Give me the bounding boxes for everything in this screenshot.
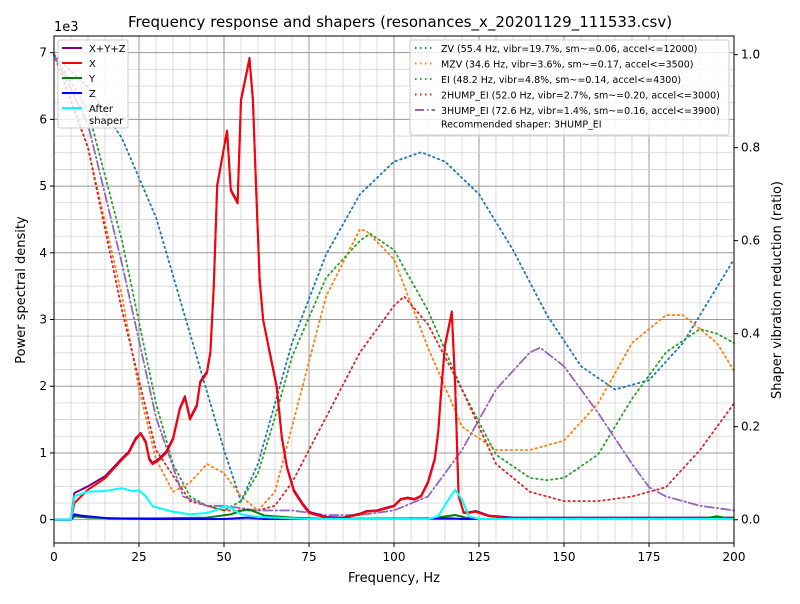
x-tick-label: 200	[723, 550, 746, 564]
y2-tick-label: 0.8	[741, 141, 760, 155]
y-tick-label: 2	[39, 379, 47, 393]
y2-tick-label: 0.0	[741, 513, 760, 527]
legend-label: 3HUMP_EI (72.6 Hz, vibr=1.4%, sm~=0.16, …	[441, 106, 720, 117]
x-tick-label: 75	[301, 550, 316, 564]
y-tick-label: 6	[39, 112, 47, 126]
y-multiplier: 1e3	[54, 20, 79, 35]
legend-label: MZV (34.6 Hz, vibr=3.6%, sm~=0.17, accel…	[441, 60, 693, 71]
shaper-line	[53, 53, 735, 512]
recommended-shaper-label: Recommended shaper: 3HUMP_EI	[441, 120, 602, 131]
x-tick-label: 25	[131, 550, 146, 564]
x-tick-label: 50	[216, 550, 231, 564]
legend-label: Y	[88, 74, 96, 85]
legend-label: After	[89, 104, 114, 115]
legend-label: shaper	[89, 116, 124, 127]
legend-label: X+Y+Z	[89, 44, 126, 55]
psd-line	[54, 487, 734, 521]
y-tick-label: 4	[39, 246, 47, 260]
shaper-line	[53, 53, 735, 512]
y-tick-label: 1	[39, 446, 47, 460]
shaper-line	[53, 53, 735, 516]
y2-tick-label: 0.6	[741, 234, 760, 248]
legend-label: Z	[89, 89, 96, 100]
x-tick-label: 0	[50, 550, 58, 564]
x-tick-label: 100	[383, 550, 406, 564]
psd-line	[54, 513, 734, 521]
y2-axis-label: Shaper vibration reduction (ratio)	[770, 181, 785, 399]
x-tick-label: 150	[553, 550, 576, 564]
x-tick-label: 125	[468, 550, 491, 564]
shaper-line	[53, 53, 735, 504]
legend-label: X	[89, 59, 96, 70]
legend-label: EI (48.2 Hz, vibr=4.8%, sm~=0.14, accel<…	[441, 75, 681, 86]
psd-line	[54, 58, 734, 521]
legend-label: 2HUMP_EI (52.0 Hz, vibr=2.7%, sm~=0.20, …	[441, 91, 720, 102]
x-tick-label: 175	[638, 550, 661, 564]
y-tick-label: 3	[39, 313, 47, 327]
y-tick-label: 5	[39, 179, 47, 193]
legend-box	[409, 39, 730, 136]
y-tick-label: 7	[39, 46, 47, 60]
chart-title: Frequency response and shapers (resonanc…	[128, 13, 672, 32]
x-axis-label: Frequency, Hz	[348, 571, 440, 586]
y2-tick-label: 1.0	[741, 48, 760, 62]
y-tick-label: 0	[39, 513, 47, 527]
y2-tick-label: 0.2	[741, 420, 760, 434]
y2-tick-label: 0.4	[741, 327, 760, 341]
legend-label: ZV (55.4 Hz, vibr=19.7%, sm~=0.06, accel…	[441, 44, 697, 55]
shaper-legend: ZV (55.4 Hz, vibr=19.7%, sm~=0.06, accel…	[409, 39, 730, 136]
y-axis-label: Power spectral density	[14, 216, 29, 364]
